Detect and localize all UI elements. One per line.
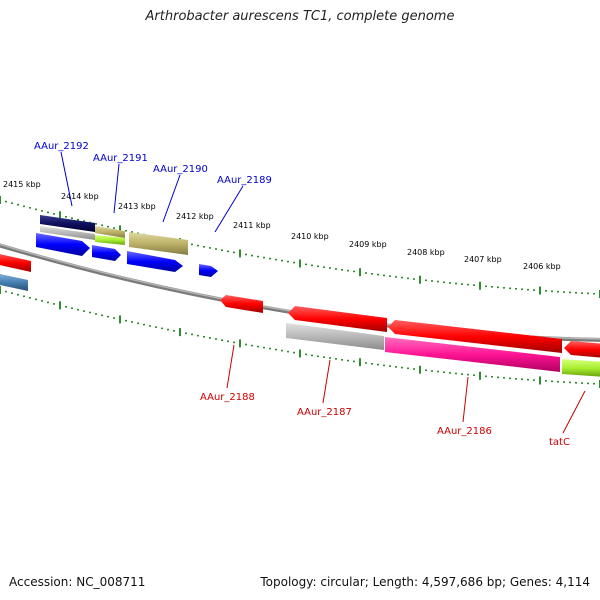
gene-aaur-2189[interactable]	[199, 264, 218, 277]
gene-red-mid[interactable]	[288, 306, 387, 332]
label-aaur-2186: AAur_2186	[437, 426, 492, 437]
label-tatc: tatC	[549, 437, 570, 448]
label-aaur-2191: AAur_2191	[93, 153, 148, 164]
genome-summary: Topology: circular; Length: 4,597,686 bp…	[260, 575, 590, 589]
label-aaur-2188: AAur_2188	[200, 392, 255, 403]
scale-label-2407: 2407 kbp	[464, 255, 502, 264]
gene-aaur-2188[interactable]	[220, 295, 263, 313]
scale-label-2409: 2409 kbp	[349, 240, 387, 249]
label-aaur-2189: AAur_2189	[217, 175, 272, 186]
label-aaur-2192: AAur_2192	[34, 141, 89, 152]
scale-label-2408: 2408 kbp	[407, 248, 445, 257]
gene-blue-1[interactable]	[36, 233, 90, 256]
gene-blue-3[interactable]	[127, 251, 183, 272]
callout-line-aaur-2187	[322, 359, 331, 404]
callout-line-tatc	[562, 390, 586, 434]
gene-aaur-2187[interactable]	[286, 323, 384, 350]
callout-line-aaur-2192	[60, 151, 73, 207]
accession-label: Accession: NC_008711	[9, 575, 146, 589]
label-aaur-2190: AAur_2190	[153, 164, 208, 175]
gene-aaur-2191[interactable]	[95, 226, 125, 238]
gene-red-right-edge[interactable]	[564, 341, 600, 358]
gene-lime-upper[interactable]	[95, 235, 125, 245]
callout-line-aaur-2188	[226, 344, 235, 389]
lower-scale-ticks	[0, 286, 600, 388]
gene-aaur-2192[interactable]	[40, 215, 95, 232]
gene-red-long[interactable]	[388, 320, 562, 353]
forward-genes	[0, 215, 218, 277]
scale-label-2414: 2414 kbp	[61, 192, 99, 201]
gene-red-left-edge[interactable]	[0, 253, 31, 272]
gene-steel-left-edge[interactable]	[0, 273, 28, 291]
gene-blue-2[interactable]	[92, 245, 121, 261]
gene-aaur-2190[interactable]	[129, 232, 188, 255]
reverse-genes	[0, 273, 600, 377]
scale-label-2415: 2415 kbp	[3, 180, 41, 189]
gene-grey-outer[interactable]	[40, 226, 95, 240]
label-aaur-2187: AAur_2187	[297, 407, 352, 418]
scale-label-2410: 2410 kbp	[291, 232, 329, 241]
callout-line-aaur-2191	[113, 163, 120, 214]
scale-label-2406: 2406 kbp	[523, 262, 561, 271]
figure-title: Arthrobacter aurescens TC1, complete gen…	[145, 9, 455, 24]
gene-aaur-2186[interactable]	[385, 337, 560, 372]
scale-label-2411: 2411 kbp	[233, 221, 271, 230]
callout-line-aaur-2190	[162, 174, 181, 223]
gene-tatc[interactable]	[562, 359, 600, 377]
scale-label-2413: 2413 kbp	[118, 202, 156, 211]
callout-line-aaur-2186	[462, 376, 469, 423]
upper-scale-ticks	[0, 196, 600, 298]
scale-label-2412: 2412 kbp	[176, 212, 214, 221]
callout-line-aaur-2189	[214, 185, 244, 233]
